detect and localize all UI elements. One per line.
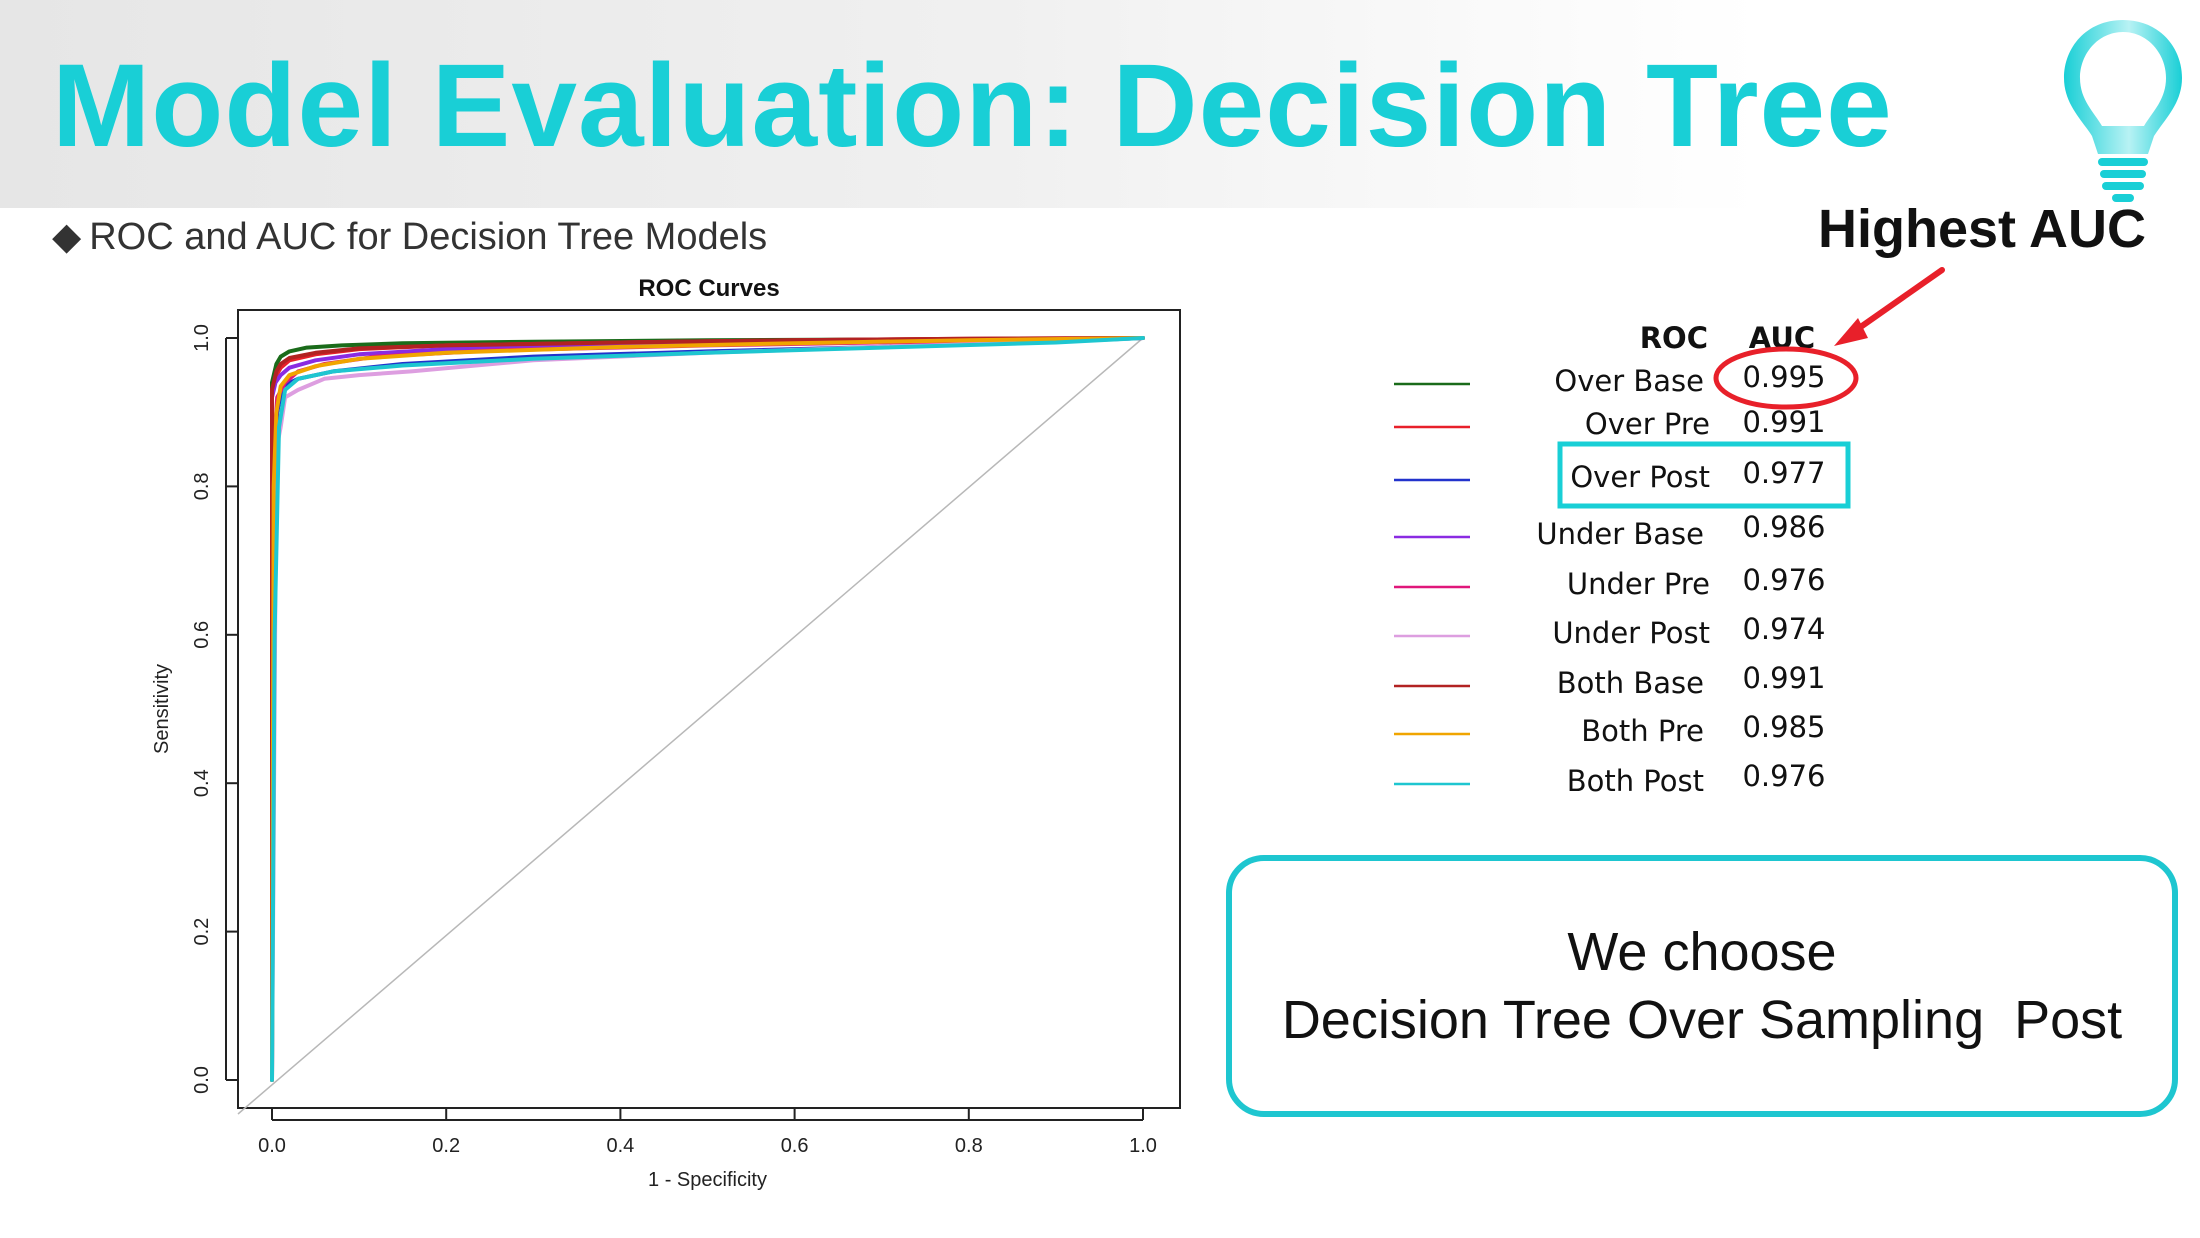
legend-series-name: Over Pre	[1585, 407, 1710, 441]
legend-series-name: Both Pre	[1581, 714, 1704, 748]
legend-auc-value: 0.991	[1742, 405, 1825, 439]
chart-title: ROC Curves	[638, 275, 779, 302]
conclusion-box: We choose Decision Tree Over Sampling Po…	[1226, 855, 2178, 1117]
y-tick-label: 0.8	[191, 472, 213, 500]
roc-curve-both-post	[270, 336, 1145, 1082]
legend-auc-value: 0.976	[1742, 759, 1825, 793]
y-tick-label: 0.0	[191, 1066, 213, 1094]
header-band	[0, 0, 2200, 208]
arrow-shaft	[1849, 267, 1945, 336]
diagonal-reference-line	[237, 337, 1144, 1115]
legend-auc-value: 0.977	[1742, 456, 1825, 490]
lightbulb-icon	[2064, 20, 2182, 202]
legend-auc-value: 0.974	[1742, 612, 1825, 646]
y-tick-label: 0.4	[191, 769, 213, 797]
roc-curve-both-base	[270, 336, 1145, 1082]
legend-series-name: Under Pre	[1567, 567, 1710, 601]
page-title: Model Evaluation: Decision Tree	[52, 40, 1893, 172]
legend-series-name: Under Base	[1536, 517, 1704, 551]
plot-frame	[237, 309, 1181, 1109]
x-tick-label: 0.2	[432, 1135, 460, 1157]
chosen-model-highlight-box	[1557, 441, 1851, 509]
x-tick-label: 1.0	[1129, 1135, 1157, 1157]
x-tick-label: 0.8	[955, 1135, 983, 1157]
legend-series-name: Both Base	[1557, 666, 1704, 700]
conclusion-line-1: We choose	[1567, 922, 1837, 982]
conclusion-line-2: Decision Tree Over Sampling Post	[1281, 990, 2123, 1050]
subtitle: ◆ ROC and AUC for Decision Tree Models	[52, 214, 767, 259]
legend-header-roc: ROC	[1640, 321, 1708, 355]
y-tick-label: 0.2	[191, 918, 213, 946]
legend-series-name: Over Base	[1554, 364, 1704, 398]
x-tick-label: 0.4	[606, 1135, 634, 1157]
y-tick-label: 1.0	[191, 324, 213, 352]
roc-curve-both-pre	[270, 336, 1145, 1082]
arrow-head-icon	[1834, 318, 1868, 346]
legend-series-name: Both Post	[1567, 764, 1704, 798]
legend-auc-value: 0.976	[1742, 563, 1825, 597]
bullet-diamond-icon: ◆	[52, 216, 82, 258]
highest-auc-label: Highest AUC	[1818, 199, 2147, 259]
y-axis-label: Sensitivity	[151, 664, 173, 754]
legend-auc-value: 0.991	[1742, 661, 1825, 695]
subtitle-text: ROC and AUC for Decision Tree Models	[89, 216, 768, 258]
x-tick-label: 0.0	[258, 1135, 286, 1157]
legend-auc-value: 0.985	[1742, 710, 1825, 744]
highest-auc-ellipse	[1713, 346, 1859, 410]
legend-series-name: Under Post	[1552, 616, 1710, 650]
x-tick-label: 0.6	[781, 1135, 809, 1157]
x-axis-label: 1 - Specificity	[648, 1169, 767, 1191]
legend-series-name: Over Post	[1570, 460, 1710, 494]
legend-auc-value: 0.986	[1742, 510, 1825, 544]
legend-auc-value: 0.995	[1742, 360, 1825, 394]
y-tick-label: 0.6	[191, 621, 213, 649]
